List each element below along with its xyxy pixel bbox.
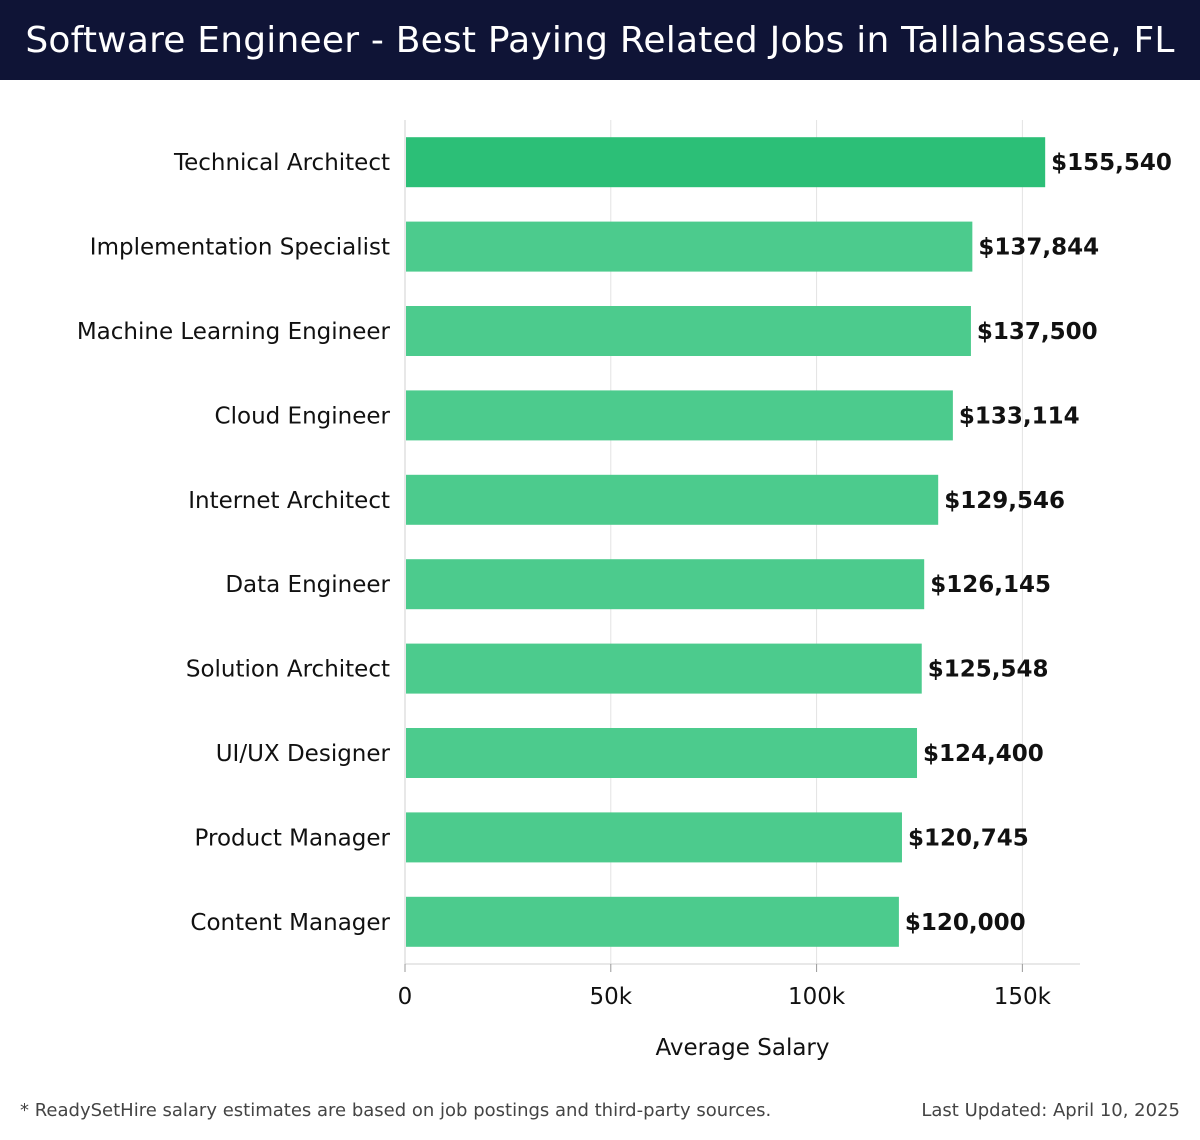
category-label-8: Product Manager [195, 825, 391, 851]
bar-4 [406, 474, 939, 525]
x-axis-title: Average Salary [655, 1035, 829, 1061]
category-label-7: UI/UX Designer [216, 741, 391, 767]
value-label-4: $129,546 [944, 488, 1065, 514]
value-label-7: $124,400 [923, 741, 1044, 767]
category-label-1: Implementation Specialist [90, 235, 390, 261]
bar-9 [406, 896, 899, 947]
category-label-0: Technical Architect [173, 150, 390, 176]
value-label-9: $120,000 [905, 910, 1026, 936]
category-label-4: Internet Architect [188, 488, 390, 514]
chart-title: Software Engineer - Best Paying Related … [25, 19, 1175, 61]
bar-chart: Technical Architect $155,540 Implementatio… [77, 120, 1172, 1061]
value-label-8: $120,745 [908, 825, 1029, 851]
category-label-5: Data Engineer [225, 572, 390, 598]
value-label-1: $137,844 [978, 235, 1099, 261]
category-label-3: Cloud Engineer [215, 403, 391, 429]
bar-7 [406, 728, 918, 778]
value-label-5: $126,145 [930, 572, 1051, 598]
category-label-2: Machine Learning Engineer [77, 319, 391, 345]
bar-0 [406, 137, 1046, 188]
bar-3 [406, 390, 953, 441]
value-label-3: $133,114 [959, 403, 1080, 429]
chart-header: Software Engineer - Best Paying Related … [0, 0, 1200, 80]
x-tick-label-1: 50k [589, 984, 632, 1010]
bar-2 [406, 306, 971, 356]
bar-5 [406, 559, 925, 610]
footer-note: * ReadySetHire salary estimates are base… [20, 1100, 772, 1121]
category-label-6: Solution Architect [186, 657, 390, 683]
bar-8 [406, 812, 902, 863]
bar-6 [406, 643, 922, 694]
x-tick-label-0: 0 [398, 984, 413, 1010]
x-tick-label-2: 100k [788, 984, 846, 1010]
category-label-9: Content Manager [190, 910, 390, 936]
x-tick-label-3: 150k [994, 984, 1052, 1010]
value-label-0: $155,540 [1051, 150, 1172, 176]
value-label-6: $125,548 [928, 657, 1049, 683]
value-label-2: $137,500 [977, 319, 1098, 345]
footer-updated: Last Updated: April 10, 2025 [921, 1100, 1180, 1121]
bar-1 [406, 221, 973, 272]
